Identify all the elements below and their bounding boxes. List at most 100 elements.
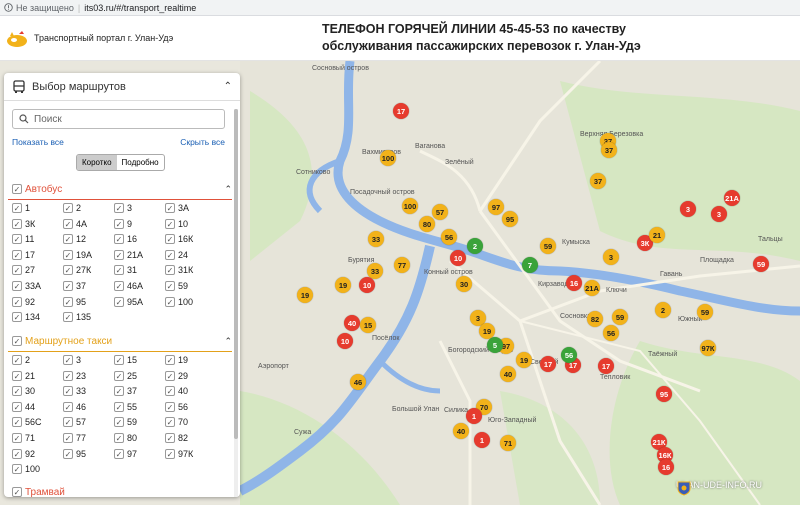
route-checkbox[interactable]: ✓ 2 xyxy=(12,355,30,365)
vehicle-marker[interactable]: 95 xyxy=(656,386,672,402)
route-checkbox[interactable]: ✓ 82 xyxy=(165,433,188,443)
hide-all-link[interactable]: Скрыть все xyxy=(180,137,225,147)
route-checkbox[interactable]: ✓ 134 xyxy=(12,312,40,323)
route-checkbox[interactable]: ✓ 97 xyxy=(114,448,137,459)
checkbox[interactable]: ✓ xyxy=(165,296,175,307)
checkbox[interactable]: ✓ xyxy=(114,355,124,365)
route-checkbox[interactable]: ✓ 3 xyxy=(63,355,81,365)
checkbox[interactable]: ✓ xyxy=(12,265,22,276)
checkbox[interactable]: ✓ xyxy=(114,281,124,291)
checkbox[interactable]: ✓ xyxy=(63,448,73,459)
section-checkbox[interactable]: ✓ xyxy=(12,184,22,194)
checkbox[interactable]: ✓ xyxy=(165,234,175,245)
vehicle-marker[interactable]: 77 xyxy=(394,257,410,273)
route-checkbox[interactable]: ✓ 57 xyxy=(63,417,86,428)
checkbox[interactable]: ✓ xyxy=(63,249,73,260)
portal-title[interactable]: Транспортный портал г. Улан-Удэ xyxy=(34,33,174,43)
section-taxi-header[interactable]: ✓ Маршрутное такси ⌃ xyxy=(12,333,232,349)
checkbox[interactable]: ✓ xyxy=(63,218,73,229)
route-checkbox[interactable]: ✓ 10 xyxy=(165,218,188,229)
vehicle-marker[interactable]: 3 xyxy=(680,201,696,217)
vehicle-marker[interactable]: 19 xyxy=(516,352,532,368)
checkbox[interactable]: ✓ xyxy=(114,234,124,245)
checkbox[interactable]: ✓ xyxy=(63,417,73,428)
checkbox[interactable]: ✓ xyxy=(114,448,124,459)
vehicle-marker[interactable]: 1 xyxy=(474,432,490,448)
checkbox[interactable]: ✓ xyxy=(114,296,124,307)
route-checkbox[interactable]: ✓ 97К xyxy=(165,448,193,459)
route-checkbox[interactable]: ✓ 46А xyxy=(114,281,143,291)
vehicle-marker[interactable]: 97К xyxy=(700,340,716,356)
vehicle-marker[interactable]: 59 xyxy=(753,256,769,272)
route-checkbox[interactable]: ✓ 3 xyxy=(114,203,132,213)
checkbox[interactable]: ✓ xyxy=(114,417,124,428)
route-checkbox[interactable]: ✓ 135 xyxy=(63,312,91,323)
scrollbar-thumb[interactable] xyxy=(234,109,238,439)
browser-address-bar[interactable]: Не защищено | its03.ru/#/transport_realt… xyxy=(0,0,800,16)
toggle-short[interactable]: Коротко xyxy=(77,155,117,170)
vehicle-marker[interactable]: 21К xyxy=(651,434,667,450)
url-text[interactable]: its03.ru/#/transport_realtime xyxy=(84,2,197,13)
route-checkbox[interactable]: ✓ 31 xyxy=(114,265,137,276)
checkbox[interactable]: ✓ xyxy=(63,281,73,291)
panel-scrollbar[interactable] xyxy=(234,109,238,497)
vehicle-marker[interactable]: 2 xyxy=(655,302,671,318)
checkbox[interactable]: ✓ xyxy=(165,218,175,229)
vehicle-marker[interactable]: 3 xyxy=(470,310,486,326)
section-bus-header[interactable]: ✓ Автобус ⌃ xyxy=(12,181,232,197)
show-all-link[interactable]: Показать все xyxy=(12,137,64,147)
checkbox[interactable]: ✓ xyxy=(114,203,124,213)
route-checkbox[interactable]: ✓ 25 xyxy=(114,370,137,381)
section-tram-header[interactable]: ✓ Трамвай xyxy=(12,484,232,497)
route-checkbox[interactable]: ✓ 24 xyxy=(165,249,188,260)
checkbox[interactable]: ✓ xyxy=(12,401,22,412)
route-checkbox[interactable]: ✓ 19А xyxy=(63,249,92,260)
route-checkbox[interactable]: ✓ 15 xyxy=(114,355,137,365)
vehicle-marker[interactable]: 19 xyxy=(335,277,351,293)
checkbox[interactable]: ✓ xyxy=(63,234,73,245)
checkbox[interactable]: ✓ xyxy=(114,249,124,260)
checkbox[interactable]: ✓ xyxy=(12,312,22,323)
route-checkbox[interactable]: ✓ 1 xyxy=(12,203,30,213)
route-checkbox[interactable]: ✓ 40 xyxy=(165,386,188,397)
route-checkbox[interactable]: ✓ 9 xyxy=(114,218,132,229)
vehicle-marker[interactable]: 10 xyxy=(337,333,353,349)
checkbox[interactable]: ✓ xyxy=(12,355,22,365)
section-collapse-icon[interactable]: ⌃ xyxy=(224,335,232,346)
route-checkbox[interactable]: ✓ 55 xyxy=(114,401,137,412)
route-checkbox[interactable]: ✓ 16 xyxy=(114,234,137,245)
route-checkbox[interactable]: ✓ 59 xyxy=(165,281,188,291)
vehicle-marker[interactable]: 56 xyxy=(603,325,619,341)
route-checkbox[interactable]: ✓ 95 xyxy=(63,448,86,459)
vehicle-marker[interactable]: 59 xyxy=(612,309,628,325)
checkbox[interactable]: ✓ xyxy=(63,203,73,213)
checkbox[interactable]: ✓ xyxy=(63,296,73,307)
route-checkbox[interactable]: ✓ 80 xyxy=(114,433,137,443)
checkbox[interactable]: ✓ xyxy=(165,433,175,443)
route-checkbox[interactable]: ✓ 37 xyxy=(63,281,86,291)
route-checkbox[interactable]: ✓ 95А xyxy=(114,296,143,307)
vehicle-marker[interactable]: 82 xyxy=(587,311,603,327)
route-checkbox[interactable]: ✓ 71 xyxy=(12,433,35,443)
route-checkbox[interactable]: ✓ 17 xyxy=(12,249,35,260)
vehicle-marker[interactable]: 7 xyxy=(522,257,538,273)
checkbox[interactable]: ✓ xyxy=(114,401,124,412)
toggle-detail[interactable]: Подробно xyxy=(121,158,159,167)
vehicle-marker[interactable]: 3К xyxy=(637,235,653,251)
route-checkbox[interactable]: ✓ 27К xyxy=(63,265,91,276)
route-checkbox[interactable]: ✓ 11 xyxy=(12,234,34,245)
checkbox[interactable]: ✓ xyxy=(165,448,175,459)
checkbox[interactable]: ✓ xyxy=(63,370,73,381)
route-checkbox[interactable]: ✓ 56 xyxy=(165,401,188,412)
vehicle-marker[interactable]: 95 xyxy=(502,211,518,227)
vehicle-marker[interactable]: 40 xyxy=(453,423,469,439)
checkbox[interactable]: ✓ xyxy=(165,417,175,428)
security-warning[interactable]: Не защищено xyxy=(4,3,74,13)
checkbox[interactable]: ✓ xyxy=(12,249,22,260)
route-checkbox[interactable]: ✓ 21 xyxy=(12,370,35,381)
collapse-chevron-icon[interactable]: ⌃ xyxy=(223,81,232,92)
section-collapse-icon[interactable]: ⌃ xyxy=(224,183,232,194)
route-checkbox[interactable]: ✓ 3А xyxy=(165,203,189,213)
checkbox[interactable]: ✓ xyxy=(63,355,73,365)
checkbox[interactable]: ✓ xyxy=(63,312,73,323)
